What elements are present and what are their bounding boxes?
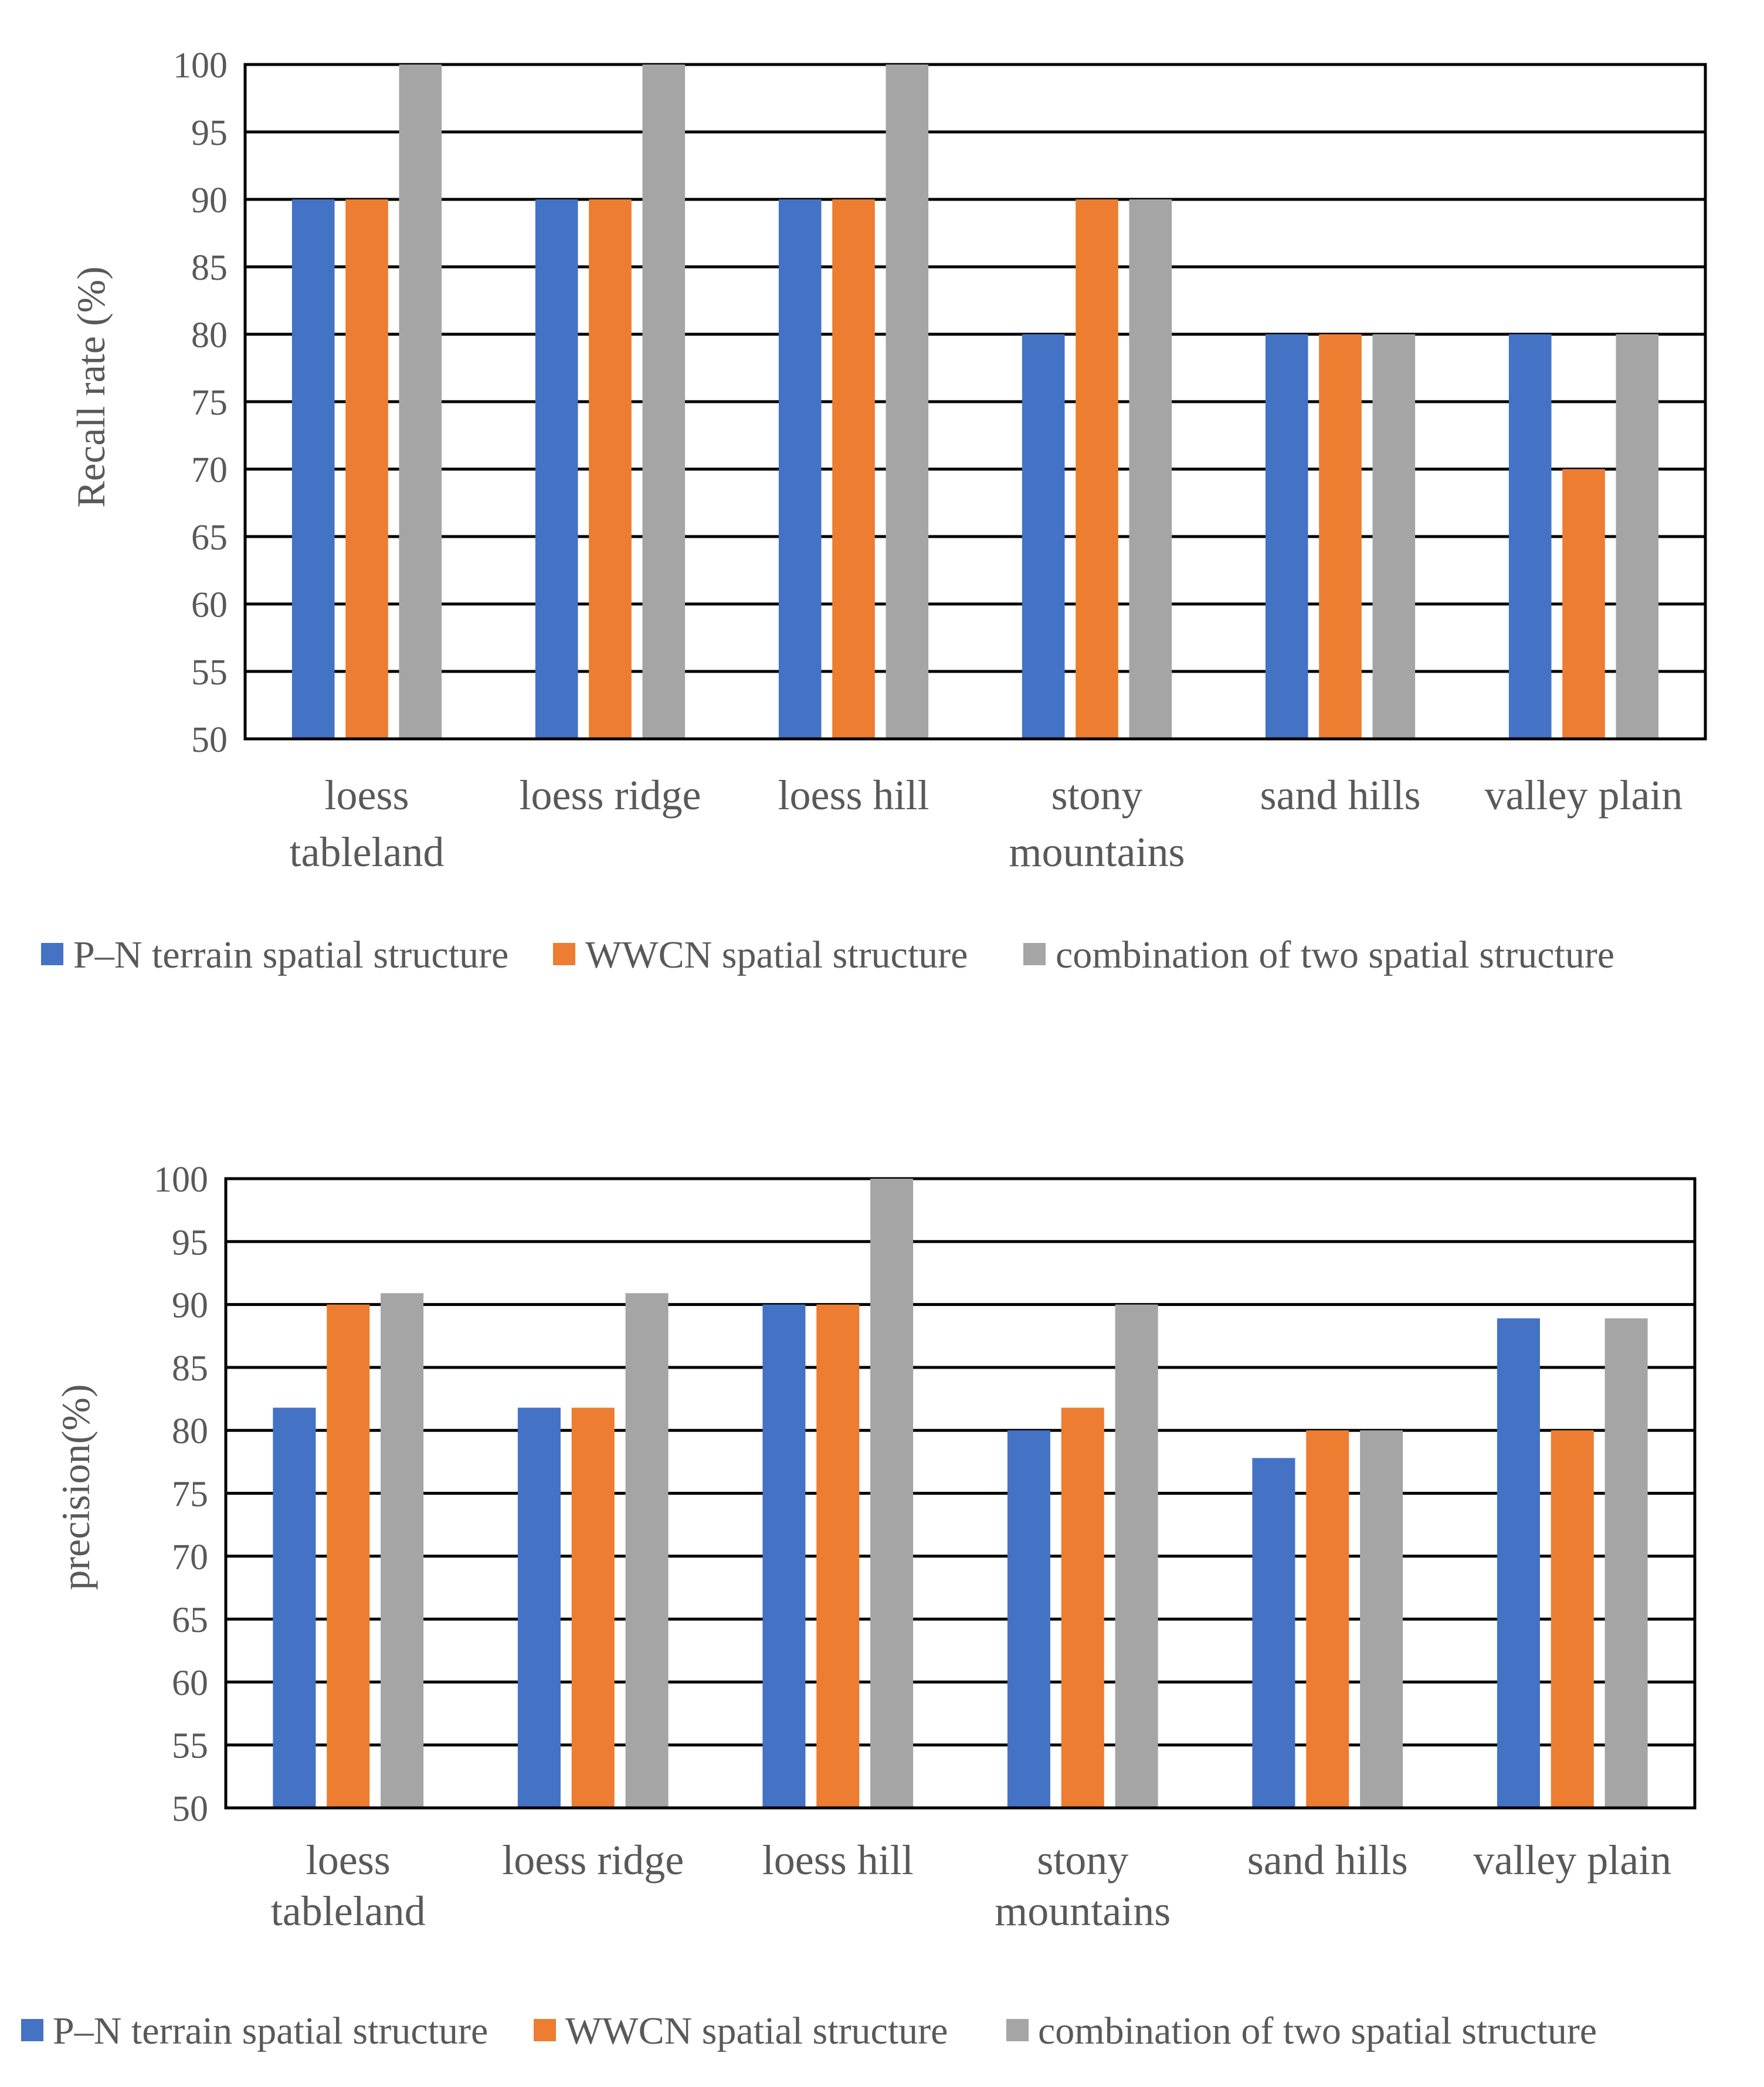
bar-wwcn-spatial-structure[interactable] bbox=[1306, 1430, 1349, 1808]
legend-label: P–N terrain spatial structure bbox=[53, 2010, 488, 2052]
y-tick-label: 60 bbox=[172, 1663, 208, 1703]
legend-swatch bbox=[553, 943, 575, 965]
y-tick-label: 60 bbox=[191, 585, 228, 625]
bar-combination-of-two-spatial-structure[interactable] bbox=[625, 1293, 669, 1808]
bar-p-n-terrain-spatial-structure[interactable] bbox=[291, 199, 335, 739]
y-tick-label: 70 bbox=[191, 450, 228, 490]
bar-p-n-terrain-spatial-structure[interactable] bbox=[273, 1407, 316, 1808]
bar-p-n-terrain-spatial-structure[interactable] bbox=[517, 1407, 561, 1808]
bar-p-n-terrain-spatial-structure[interactable] bbox=[1007, 1430, 1050, 1808]
bar-wwcn-spatial-structure[interactable] bbox=[1562, 469, 1605, 739]
x-tick-label: loess hill bbox=[762, 1837, 914, 1884]
bar-wwcn-spatial-structure[interactable] bbox=[1319, 334, 1362, 739]
x-tick-label: tableland bbox=[271, 1888, 426, 1935]
y-tick-label: 55 bbox=[191, 653, 228, 693]
legend-swatch bbox=[1023, 943, 1046, 965]
legend-label: WWCN spatial structure bbox=[585, 934, 968, 976]
bar-p-n-terrain-spatial-structure[interactable] bbox=[778, 199, 822, 739]
y-tick-label: 80 bbox=[172, 1411, 208, 1451]
y-tick-label: 50 bbox=[191, 720, 228, 760]
x-tick-label: valley plain bbox=[1485, 772, 1683, 819]
chart-1: 50 55 60 65 70 75 80 85 90 95 100 Recall rate (%) lo… bbox=[41, 46, 1707, 976]
bar-combination-of-two-spatial-structure[interactable] bbox=[870, 1179, 914, 1808]
bar-combination-of-two-spatial-structure[interactable] bbox=[886, 65, 929, 739]
x-tick-label: loess ridge bbox=[502, 1837, 684, 1884]
x-tick-label: tableland bbox=[290, 829, 445, 875]
bar-wwcn-spatial-structure[interactable] bbox=[589, 199, 632, 739]
bar-wwcn-spatial-structure[interactable] bbox=[1076, 199, 1118, 739]
y-axis-label: precision(%) bbox=[53, 1384, 98, 1590]
x-tick-label: mountains bbox=[1009, 829, 1185, 875]
y-tick-label: 100 bbox=[154, 1160, 208, 1200]
y-tick-label: 55 bbox=[172, 1726, 208, 1766]
y-tick-label: 65 bbox=[172, 1600, 208, 1640]
x-tick-label: valley plain bbox=[1473, 1837, 1671, 1884]
bar-combination-of-two-spatial-structure[interactable] bbox=[381, 1293, 424, 1808]
bar-p-n-terrain-spatial-structure[interactable] bbox=[1508, 334, 1552, 739]
y-tick-label: 100 bbox=[173, 46, 228, 86]
bar-p-n-terrain-spatial-structure[interactable] bbox=[535, 199, 578, 739]
y-tick-label: 90 bbox=[172, 1286, 208, 1326]
bar-combination-of-two-spatial-structure[interactable] bbox=[642, 65, 686, 739]
x-tick-label: loess ridge bbox=[520, 772, 701, 819]
x-tick-label: sand hills bbox=[1247, 1837, 1408, 1884]
bar-p-n-terrain-spatial-structure[interactable] bbox=[1022, 334, 1065, 739]
legend-swatch bbox=[21, 2019, 43, 2041]
y-tick-label: 75 bbox=[172, 1475, 208, 1515]
x-tick-label: sand hills bbox=[1260, 772, 1420, 819]
legend-label: P–N terrain spatial structure bbox=[73, 934, 508, 976]
legend-swatch bbox=[41, 943, 63, 965]
x-tick-label: stony bbox=[1051, 772, 1142, 819]
x-tick-label: loess bbox=[306, 1837, 391, 1884]
bar-wwcn-spatial-structure[interactable] bbox=[327, 1304, 370, 1808]
x-tick-label: mountains bbox=[995, 1888, 1171, 1935]
bar-wwcn-spatial-structure[interactable] bbox=[1551, 1430, 1594, 1808]
bar-combination-of-two-spatial-structure[interactable] bbox=[1129, 199, 1172, 739]
legend-label: WWCN spatial structure bbox=[565, 2010, 948, 2052]
y-tick-label: 80 bbox=[191, 315, 228, 355]
bar-wwcn-spatial-structure[interactable] bbox=[1061, 1407, 1104, 1808]
y-tick-label: 65 bbox=[191, 518, 228, 558]
x-tick-label: loess bbox=[325, 772, 409, 819]
legend-label: combination of two spatial structure bbox=[1038, 2010, 1597, 2052]
bar-combination-of-two-spatial-structure[interactable] bbox=[1616, 334, 1659, 739]
bar-wwcn-spatial-structure[interactable] bbox=[345, 199, 388, 739]
y-tick-label: 90 bbox=[191, 181, 228, 220]
y-tick-label: 95 bbox=[172, 1223, 208, 1263]
legend: P–N terrain spatial structure WWCN spatia… bbox=[21, 2010, 1597, 2052]
x-tick-label: loess hill bbox=[778, 772, 929, 819]
bar-combination-of-two-spatial-structure[interactable] bbox=[1115, 1304, 1158, 1808]
bar-combination-of-two-spatial-structure[interactable] bbox=[1372, 334, 1416, 739]
bar-combination-of-two-spatial-structure[interactable] bbox=[399, 65, 442, 739]
bar-combination-of-two-spatial-structure[interactable] bbox=[1360, 1430, 1403, 1808]
bar-wwcn-spatial-structure[interactable] bbox=[571, 1407, 615, 1808]
y-axis-label: Recall rate (%) bbox=[69, 266, 113, 508]
legend-swatch bbox=[534, 2019, 556, 2041]
x-tick-label: stony bbox=[1037, 1837, 1128, 1884]
y-tick-label: 95 bbox=[191, 113, 228, 153]
chart-2: 50 55 60 65 70 75 80 85 90 95 100 precision(%) loess… bbox=[21, 1160, 1697, 2052]
bar-p-n-terrain-spatial-structure[interactable] bbox=[1497, 1318, 1540, 1808]
legend: P–N terrain spatial structure WWCN spatia… bbox=[41, 934, 1614, 976]
y-tick-label: 85 bbox=[172, 1349, 208, 1389]
bar-wwcn-spatial-structure[interactable] bbox=[816, 1304, 860, 1808]
bar-p-n-terrain-spatial-structure[interactable] bbox=[762, 1304, 806, 1808]
y-tick-label: 70 bbox=[172, 1538, 208, 1577]
bar-combination-of-two-spatial-structure[interactable] bbox=[1604, 1318, 1648, 1808]
bar-wwcn-spatial-structure[interactable] bbox=[832, 199, 875, 739]
y-tick-label: 50 bbox=[172, 1789, 208, 1829]
y-tick-label: 85 bbox=[191, 248, 228, 288]
bar-p-n-terrain-spatial-structure[interactable] bbox=[1265, 334, 1308, 739]
legend-label: combination of two spatial structure bbox=[1056, 934, 1614, 976]
bar-p-n-terrain-spatial-structure[interactable] bbox=[1252, 1458, 1295, 1808]
legend-swatch bbox=[1006, 2019, 1029, 2041]
y-tick-label: 75 bbox=[191, 383, 228, 423]
